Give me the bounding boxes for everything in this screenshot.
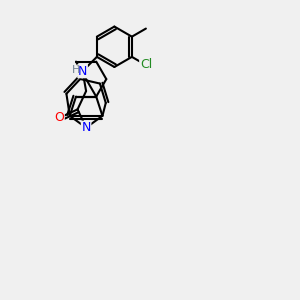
Text: O: O [54, 111, 64, 124]
Text: Cl: Cl [140, 58, 152, 71]
Text: N: N [81, 121, 91, 134]
Text: H: H [72, 65, 80, 75]
Text: N: N [78, 65, 87, 78]
